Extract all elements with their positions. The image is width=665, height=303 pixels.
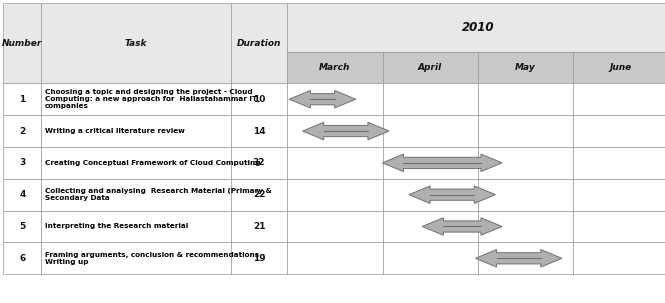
Bar	[231, 3, 287, 83]
Bar	[287, 179, 382, 211]
Text: Task: Task	[125, 39, 147, 48]
Bar	[3, 83, 41, 115]
Bar	[477, 242, 573, 274]
Text: May: May	[515, 63, 536, 72]
Polygon shape	[422, 218, 502, 235]
Bar	[382, 242, 477, 274]
Bar	[573, 179, 665, 211]
Bar	[287, 242, 382, 274]
Text: 21: 21	[253, 222, 265, 231]
Bar	[287, 52, 382, 83]
Bar	[382, 115, 477, 147]
Text: 2: 2	[19, 127, 25, 135]
Polygon shape	[475, 250, 562, 267]
Bar	[573, 83, 665, 115]
Bar	[477, 147, 573, 179]
Text: 19: 19	[253, 254, 265, 263]
Text: 22: 22	[253, 190, 265, 199]
Bar	[477, 52, 573, 83]
Text: 5: 5	[19, 222, 25, 231]
Bar	[287, 83, 382, 115]
Bar	[231, 147, 287, 179]
Text: 6: 6	[19, 254, 25, 263]
Bar	[41, 242, 231, 274]
Bar	[287, 211, 382, 242]
Bar	[573, 52, 665, 83]
Text: 2010: 2010	[462, 21, 494, 34]
Text: Duration: Duration	[237, 39, 281, 48]
Bar	[3, 211, 41, 242]
Bar	[382, 211, 477, 242]
Bar	[231, 211, 287, 242]
Text: March: March	[319, 63, 350, 72]
Bar	[477, 211, 573, 242]
Text: Choosing a topic and designing the project - Cloud
Computing: a new approach for: Choosing a topic and designing the proje…	[45, 89, 257, 109]
Bar	[41, 83, 231, 115]
Text: Interpreting the Research material: Interpreting the Research material	[45, 224, 188, 229]
Bar	[231, 115, 287, 147]
Bar	[41, 179, 231, 211]
Text: 10: 10	[253, 95, 265, 104]
Bar	[3, 3, 41, 83]
Text: 32: 32	[253, 158, 265, 167]
Bar	[287, 3, 665, 52]
Bar	[3, 242, 41, 274]
Polygon shape	[289, 91, 356, 108]
Polygon shape	[382, 154, 502, 171]
Bar	[382, 83, 477, 115]
Text: 1: 1	[19, 95, 25, 104]
Bar	[41, 3, 231, 83]
Text: 4: 4	[19, 190, 25, 199]
Bar	[477, 179, 573, 211]
Bar	[3, 147, 41, 179]
Bar	[382, 179, 477, 211]
Bar	[41, 211, 231, 242]
Text: 3: 3	[19, 158, 25, 167]
Text: April: April	[418, 63, 442, 72]
Bar	[287, 115, 382, 147]
Text: June: June	[610, 63, 632, 72]
Text: Framing arguments, conclusion & recommendations -
Writing up: Framing arguments, conclusion & recommen…	[45, 252, 264, 265]
Bar	[231, 83, 287, 115]
Text: Writing a critical literature review: Writing a critical literature review	[45, 128, 184, 134]
Text: 14: 14	[253, 127, 265, 135]
Polygon shape	[409, 186, 495, 203]
Bar	[3, 115, 41, 147]
Polygon shape	[303, 122, 389, 140]
Text: Collecting and analysing  Research Material (Primary &
Secondary Data: Collecting and analysing Research Materi…	[45, 188, 271, 201]
Bar	[41, 147, 231, 179]
Bar	[231, 179, 287, 211]
Bar	[573, 147, 665, 179]
Bar	[477, 115, 573, 147]
Bar	[41, 115, 231, 147]
Bar	[231, 242, 287, 274]
Bar	[382, 147, 477, 179]
Text: Number: Number	[2, 39, 43, 48]
Bar	[287, 147, 382, 179]
Bar	[382, 52, 477, 83]
Bar	[3, 179, 41, 211]
Bar	[573, 242, 665, 274]
Bar	[573, 211, 665, 242]
Text: Creating Conceptual Framework of Cloud Computing: Creating Conceptual Framework of Cloud C…	[45, 160, 260, 166]
Bar	[477, 83, 573, 115]
Bar	[573, 115, 665, 147]
